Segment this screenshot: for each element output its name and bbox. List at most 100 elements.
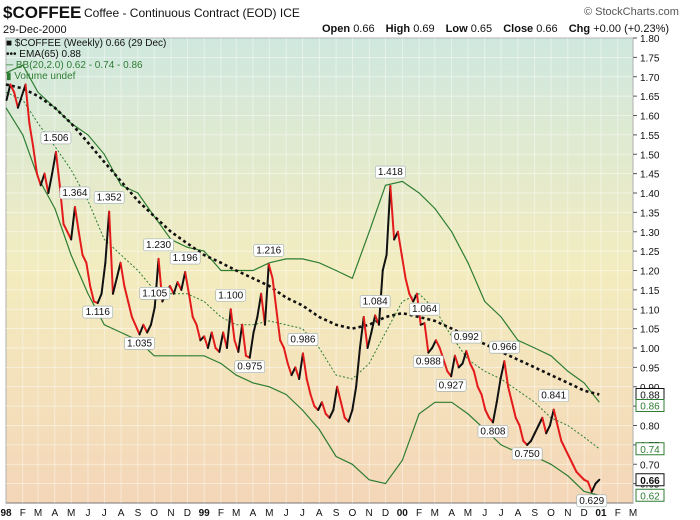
price-segment [351, 385, 358, 411]
legend-volume: ▮ Volume undef [6, 71, 76, 82]
price-segment [146, 323, 152, 334]
price-segment [184, 271, 190, 295]
stockcharts-watermark[interactable]: © StockCharts.com [584, 6, 679, 18]
annotation-box [435, 378, 467, 392]
annotation-label: 1.196 [169, 251, 201, 265]
price-segment [123, 285, 130, 303]
annotation-text: 1.506 [43, 133, 68, 144]
price-segment [149, 306, 156, 326]
price-segment [510, 401, 517, 419]
price-segment [339, 401, 346, 419]
price-segment [70, 205, 76, 241]
price-segment [252, 316, 259, 334]
open-value: 0.66 [353, 23, 375, 35]
price-segment [195, 323, 202, 342]
price-segment [305, 378, 312, 396]
annotation-label: 1.064 [409, 302, 440, 316]
price-segment [225, 308, 232, 349]
price-segment [453, 354, 460, 369]
x-tick-label: N [167, 508, 174, 519]
x-tick-label: S [531, 508, 538, 519]
price-segment [267, 263, 274, 280]
price-segment [541, 416, 548, 435]
price-segment [442, 358, 449, 373]
x-tick-label: O [547, 508, 555, 519]
tag-box [635, 473, 665, 487]
ohlc-readout: Open 0.66 High 0.69 Low 0.65 Close 0.66 … [322, 23, 670, 35]
price-segment [172, 281, 179, 295]
price-segment [381, 254, 388, 272]
price-segment [16, 83, 27, 109]
price-segment [347, 409, 354, 423]
price-segment [507, 385, 513, 404]
price-segment [465, 350, 472, 365]
annotation-text: 0.750 [515, 449, 540, 460]
annotation-label: 1.116 [82, 305, 114, 319]
annotation-text: 1.116 [86, 307, 111, 318]
price-segment [590, 482, 597, 493]
last-value-tag: 0.62 [635, 488, 665, 502]
x-axis: 98 F M A M J J A S O N D 99 F M A M J J A S O N D 00 F M A M J J A S O N D 0… [0, 508, 637, 519]
annotation-label: 0.992 [451, 330, 482, 344]
price-segment [472, 370, 479, 388]
price-segment [450, 354, 456, 378]
last-value-tag: 0.86 [635, 399, 665, 413]
price-segment [271, 277, 278, 311]
price-segment [130, 316, 141, 336]
price-series[interactable] [5, 83, 601, 493]
price-segment [548, 408, 555, 427]
price-segment [127, 300, 133, 318]
x-tick-label: 98 [0, 508, 12, 519]
y-tick-label: 1.60 [640, 112, 660, 123]
annotation-label: 1.364 [59, 186, 91, 200]
x-tick-label: D [581, 508, 588, 519]
x-tick-label: M [232, 508, 240, 519]
annotation-label: 1.352 [93, 191, 125, 204]
price-segment [560, 440, 567, 450]
x-tick-label: S [135, 508, 142, 519]
y-tick-label: 1.30 [640, 228, 660, 239]
x-tick-label: M [629, 508, 637, 519]
annotation-box [538, 389, 570, 402]
price-segment [24, 83, 31, 125]
price-segment [571, 463, 578, 473]
price-segment [480, 393, 487, 411]
annotation-label: 0.629 [576, 494, 608, 508]
price-segment [476, 385, 483, 396]
price-segment [241, 323, 247, 357]
annotation-text: 0.975 [237, 362, 262, 373]
price-segment [275, 308, 282, 342]
x-tick-label: F [416, 508, 422, 519]
price-segment [431, 339, 437, 349]
annotation-label: 0.927 [435, 378, 467, 392]
annotation-label: 0.966 [489, 340, 520, 354]
annotation-box [511, 447, 543, 461]
price-segment [355, 347, 361, 388]
annotation-label: 0.841 [538, 389, 570, 402]
price-segment [73, 205, 80, 233]
x-tick-label: J [499, 508, 504, 519]
price-segment [404, 277, 411, 295]
price-segment [81, 254, 88, 264]
y-tick-label: 1.80 [640, 34, 660, 45]
tag-text: 0.88 [640, 391, 660, 402]
price-segment [358, 316, 365, 349]
price-segment [77, 230, 84, 256]
price-segment [142, 323, 149, 334]
price-segment [309, 393, 316, 408]
x-tick-label: F [615, 508, 621, 519]
annotation-label: 0.808 [477, 425, 509, 438]
high-value: 0.69 [413, 23, 435, 35]
x-tick-label: S [333, 508, 340, 519]
annotation-text: 1.216 [256, 245, 281, 256]
x-tick-label: 00 [397, 508, 409, 519]
price-segment [495, 378, 502, 404]
last-value-tag: 0.66 [635, 473, 665, 487]
annotation-box [40, 131, 72, 145]
annotation-label: 1.084 [359, 295, 391, 308]
price-segment [96, 292, 103, 305]
annotation-box [59, 186, 91, 200]
tag-text: 0.86 [640, 402, 660, 413]
price-segment [119, 261, 126, 287]
